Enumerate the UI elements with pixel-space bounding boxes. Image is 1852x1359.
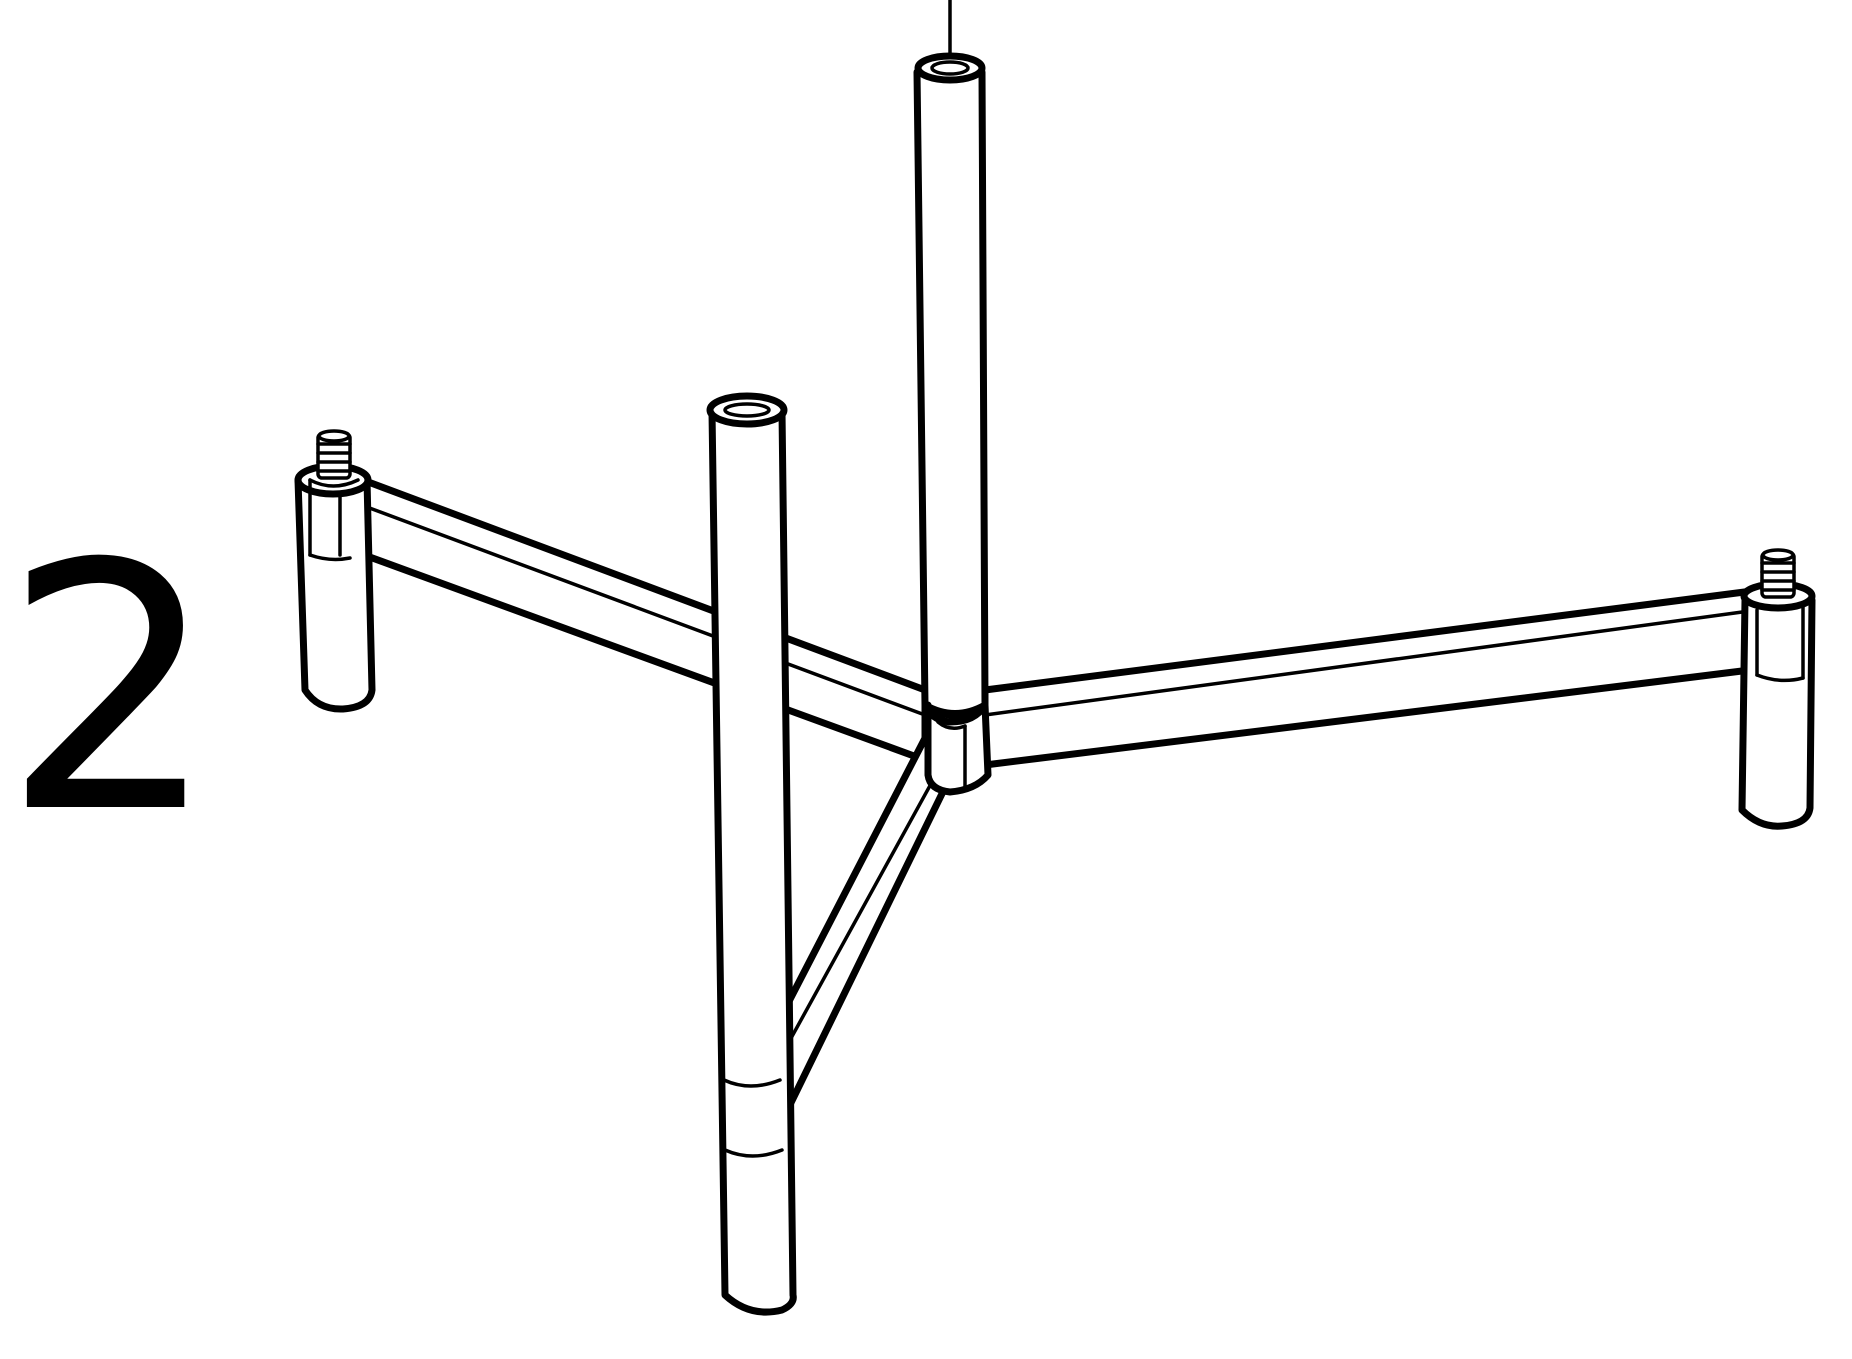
right-foot <box>1738 580 1816 830</box>
right-threaded-bolt <box>1760 548 1796 599</box>
hub <box>924 701 992 796</box>
right-arm <box>981 586 1764 769</box>
step-number: 2 <box>2 492 219 888</box>
center-post <box>913 52 989 717</box>
front-post <box>706 392 797 1316</box>
left-arm <box>338 476 929 764</box>
left-foot <box>294 462 376 713</box>
left-threaded-bolt <box>316 429 352 480</box>
